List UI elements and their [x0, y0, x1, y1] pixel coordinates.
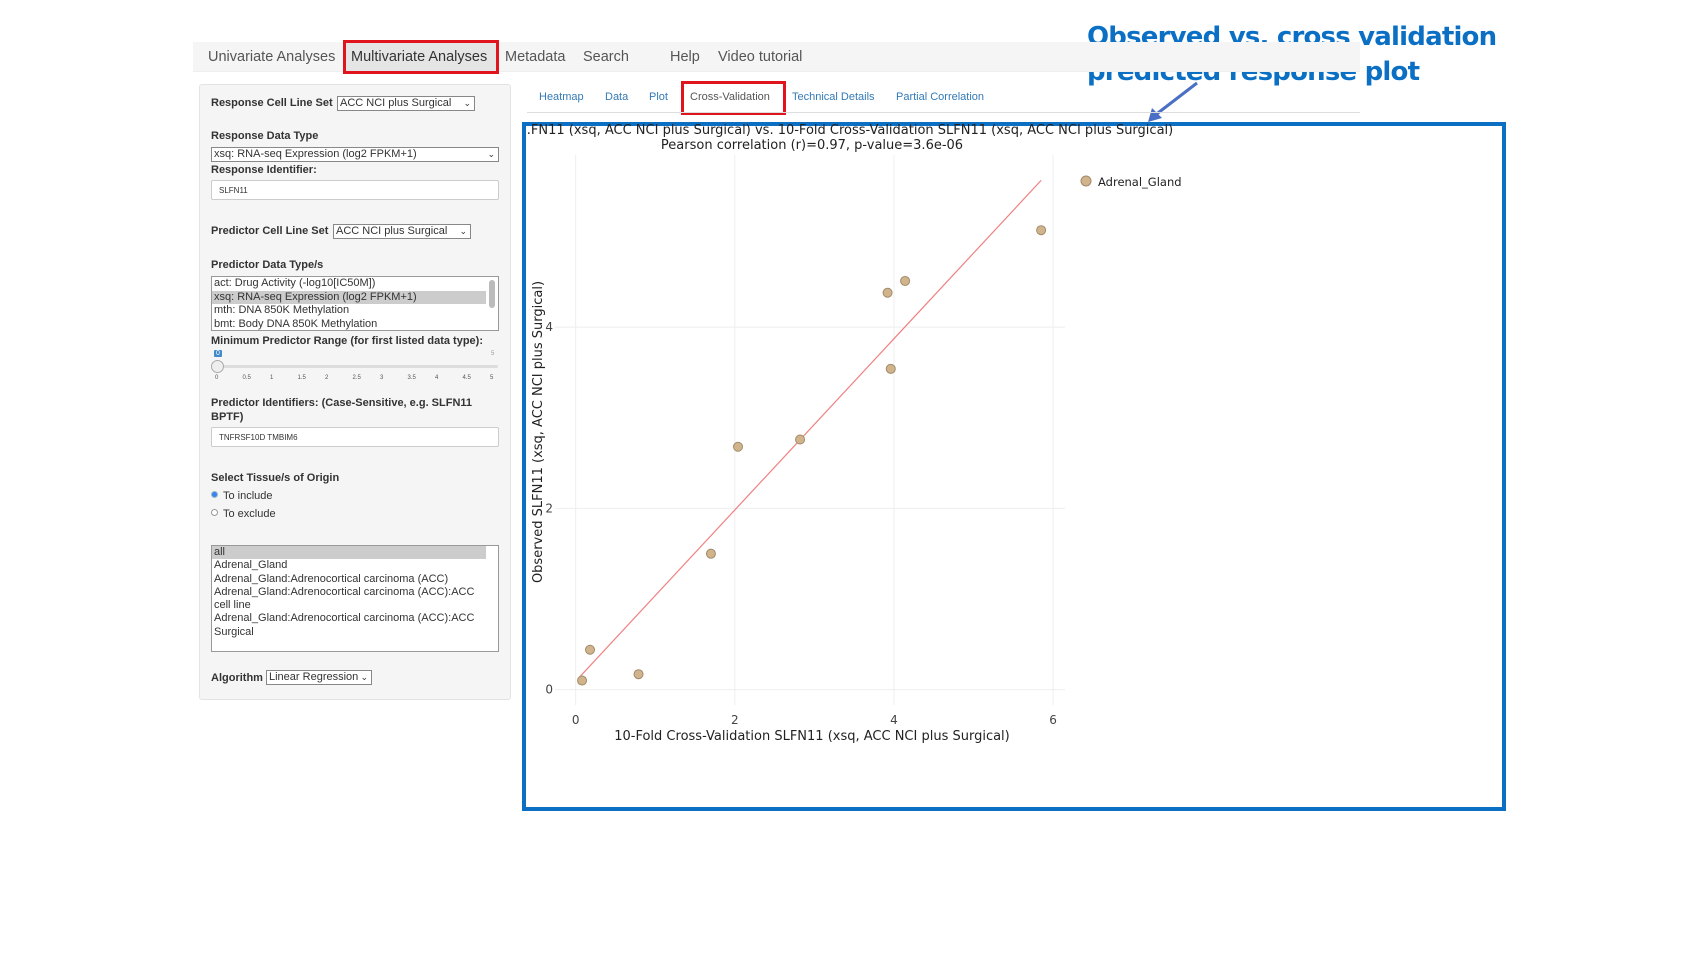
tabs-divider: [527, 112, 1360, 113]
list-item[interactable]: bmt: Body DNA 850K Methylation: [214, 317, 378, 330]
slider-tick-label: 2.5: [352, 375, 361, 381]
x-axis-label: 10-Fold Cross-Validation SLFN11 (xsq, AC…: [614, 729, 1010, 744]
slider-tick-label: 2: [325, 375, 329, 381]
legend-label[interactable]: Adrenal_Gland: [1098, 175, 1182, 189]
tab-plot[interactable]: Plot: [649, 91, 668, 103]
selected-value: xsq: RNA-seq Expression (log2 FPKM+1): [214, 148, 417, 160]
y-tick-label: 4: [545, 320, 553, 334]
data-point[interactable]: [882, 287, 893, 298]
response-identifier-label: Response Identifier:: [211, 164, 317, 176]
y-tick-label: 0: [545, 683, 553, 697]
radio-exclude-label: To exclude: [223, 508, 276, 520]
active-nav-highlight: [343, 40, 499, 74]
predictor-cell-line-set-select[interactable]: ACC NCI plus Surgical ⌄: [333, 224, 471, 239]
plot-highlight-box: [522, 122, 1506, 811]
slider-tick-label: 4: [435, 375, 439, 381]
tissue-list[interactable]: all Adrenal_Gland Adrenal_Gland:Adrenoco…: [211, 545, 499, 652]
response-identifier-input[interactable]: SLFN11: [211, 180, 499, 200]
legend-marker[interactable]: [1080, 175, 1092, 187]
x-tick-label: 0: [572, 713, 580, 727]
data-point[interactable]: [585, 644, 596, 655]
slider-tick-label: 1: [270, 375, 274, 381]
algorithm-label: Algorithm: [211, 672, 263, 684]
list-item[interactable]: act: Drug Activity (-log10[IC50M]): [214, 277, 376, 289]
data-point[interactable]: [885, 363, 896, 374]
tab-data[interactable]: Data: [605, 91, 629, 103]
x-tick-label: 6: [1049, 713, 1057, 727]
slider-tick-label: 3: [380, 375, 384, 381]
chevron-down-icon: ⌄: [459, 226, 467, 236]
selected-value: Linear Regression: [269, 671, 359, 683]
chevron-down-icon: ⌄: [463, 98, 471, 108]
radio-include[interactable]: [211, 491, 218, 498]
slider-value-badge: 0: [214, 350, 222, 357]
slider-tick-label: 5: [490, 375, 494, 381]
slider-tick-label: 1.5: [297, 375, 306, 381]
predictor-identifiers-label: Predictor Identifiers: (Case-Sensitive, …: [211, 397, 473, 423]
chart-title: .FN11 (xsq, ACC NCI plus Surgical) vs. 1…: [527, 123, 1173, 138]
chevron-down-icon: ⌄: [360, 672, 368, 682]
nav-univariate-analyses[interactable]: Univariate Analyses: [208, 49, 336, 65]
slider-tick-label: 0: [215, 375, 219, 381]
data-point[interactable]: [795, 434, 806, 445]
min-range-label: Minimum Predictor Range (for first liste…: [211, 335, 483, 347]
slider-handle[interactable]: [211, 360, 224, 373]
data-point[interactable]: [732, 441, 743, 452]
response-cell-line-set-label: Response Cell Line Set: [211, 97, 333, 109]
response-cell-line-set-select[interactable]: ACC NCI plus Surgical ⌄: [337, 96, 475, 111]
y-tick-label: 2: [545, 501, 553, 515]
selected-value: ACC NCI plus Surgical: [336, 225, 448, 237]
response-data-type-label: Response Data Type: [211, 130, 319, 142]
list-item[interactable]: Adrenal_Gland:Adrenocortical carcinoma (…: [214, 572, 449, 585]
chevron-down-icon: ⌄: [487, 149, 495, 159]
tab-partial-correlation[interactable]: Partial Correlation: [896, 91, 985, 103]
predictor-data-types-list[interactable]: act: Drug Activity (-log10[IC50M]) xsq: …: [211, 276, 499, 331]
data-point[interactable]: [577, 675, 588, 686]
nav-multivariate-analyses[interactable]: Multivariate Analyses: [351, 49, 488, 65]
x-tick-label: 4: [890, 713, 898, 727]
nav-video-tutorial[interactable]: Video tutorial: [718, 49, 803, 65]
slider-tick-label: 3.5: [407, 375, 416, 381]
annotation-arrow-icon: [1148, 81, 1198, 122]
tab-cross-validation[interactable]: Cross-Validation: [681, 81, 786, 115]
x-tick-label: 2: [731, 713, 739, 727]
radio-include-label: To include: [223, 490, 273, 502]
chart-subtitle: Pearson correlation (r)=0.97, p-value=3.…: [661, 138, 963, 153]
data-point[interactable]: [1036, 225, 1047, 236]
slider-max-label: 5: [491, 351, 495, 357]
fit-line: [579, 179, 1042, 678]
predictor-identifiers-input[interactable]: TNFRSF10D TMBIM6: [211, 427, 499, 447]
scrollbar[interactable]: [489, 280, 495, 308]
data-point[interactable]: [705, 548, 716, 559]
list-item[interactable]: Adrenal_Gland:Adrenocortical carcinoma (…: [214, 585, 475, 612]
list-item[interactable]: mth: DNA 850K Methylation: [214, 304, 350, 316]
tissue-label: Select Tissue/s of Origin: [211, 472, 340, 484]
nav-search[interactable]: Search: [583, 49, 629, 65]
nav-help[interactable]: Help: [670, 49, 700, 65]
nav-metadata[interactable]: Metadata: [505, 49, 566, 65]
radio-exclude[interactable]: [211, 509, 218, 516]
slider-tick-label: 4.5: [462, 375, 471, 381]
data-point[interactable]: [900, 275, 911, 286]
list-item[interactable]: Adrenal_Gland: [214, 559, 288, 572]
list-item[interactable]: all: [212, 546, 486, 560]
slider-tick-label: 0.5: [242, 375, 251, 381]
tab-label: Cross-Validation: [690, 91, 770, 103]
predictor-cell-line-set-label: Predictor Cell Line Set: [211, 225, 329, 237]
slider-track[interactable]: [218, 365, 498, 368]
response-data-type-select[interactable]: xsq: RNA-seq Expression (log2 FPKM+1) ⌄: [211, 147, 499, 162]
selected-value: ACC NCI plus Surgical: [340, 97, 452, 109]
data-point[interactable]: [633, 669, 644, 680]
list-item[interactable]: Adrenal_Gland:Adrenocortical carcinoma (…: [214, 612, 475, 638]
list-item[interactable]: xsq: RNA-seq Expression (log2 FPKM+1): [212, 290, 486, 304]
tab-heatmap[interactable]: Heatmap: [539, 91, 584, 103]
algorithm-select[interactable]: Linear Regression ⌄: [266, 670, 372, 685]
y-axis-label: Observed SLFN11 (xsq, ACC NCI plus Surgi…: [531, 281, 546, 583]
predictor-data-types-label: Predictor Data Type/s: [211, 259, 324, 271]
tab-technical-details[interactable]: Technical Details: [792, 91, 875, 103]
